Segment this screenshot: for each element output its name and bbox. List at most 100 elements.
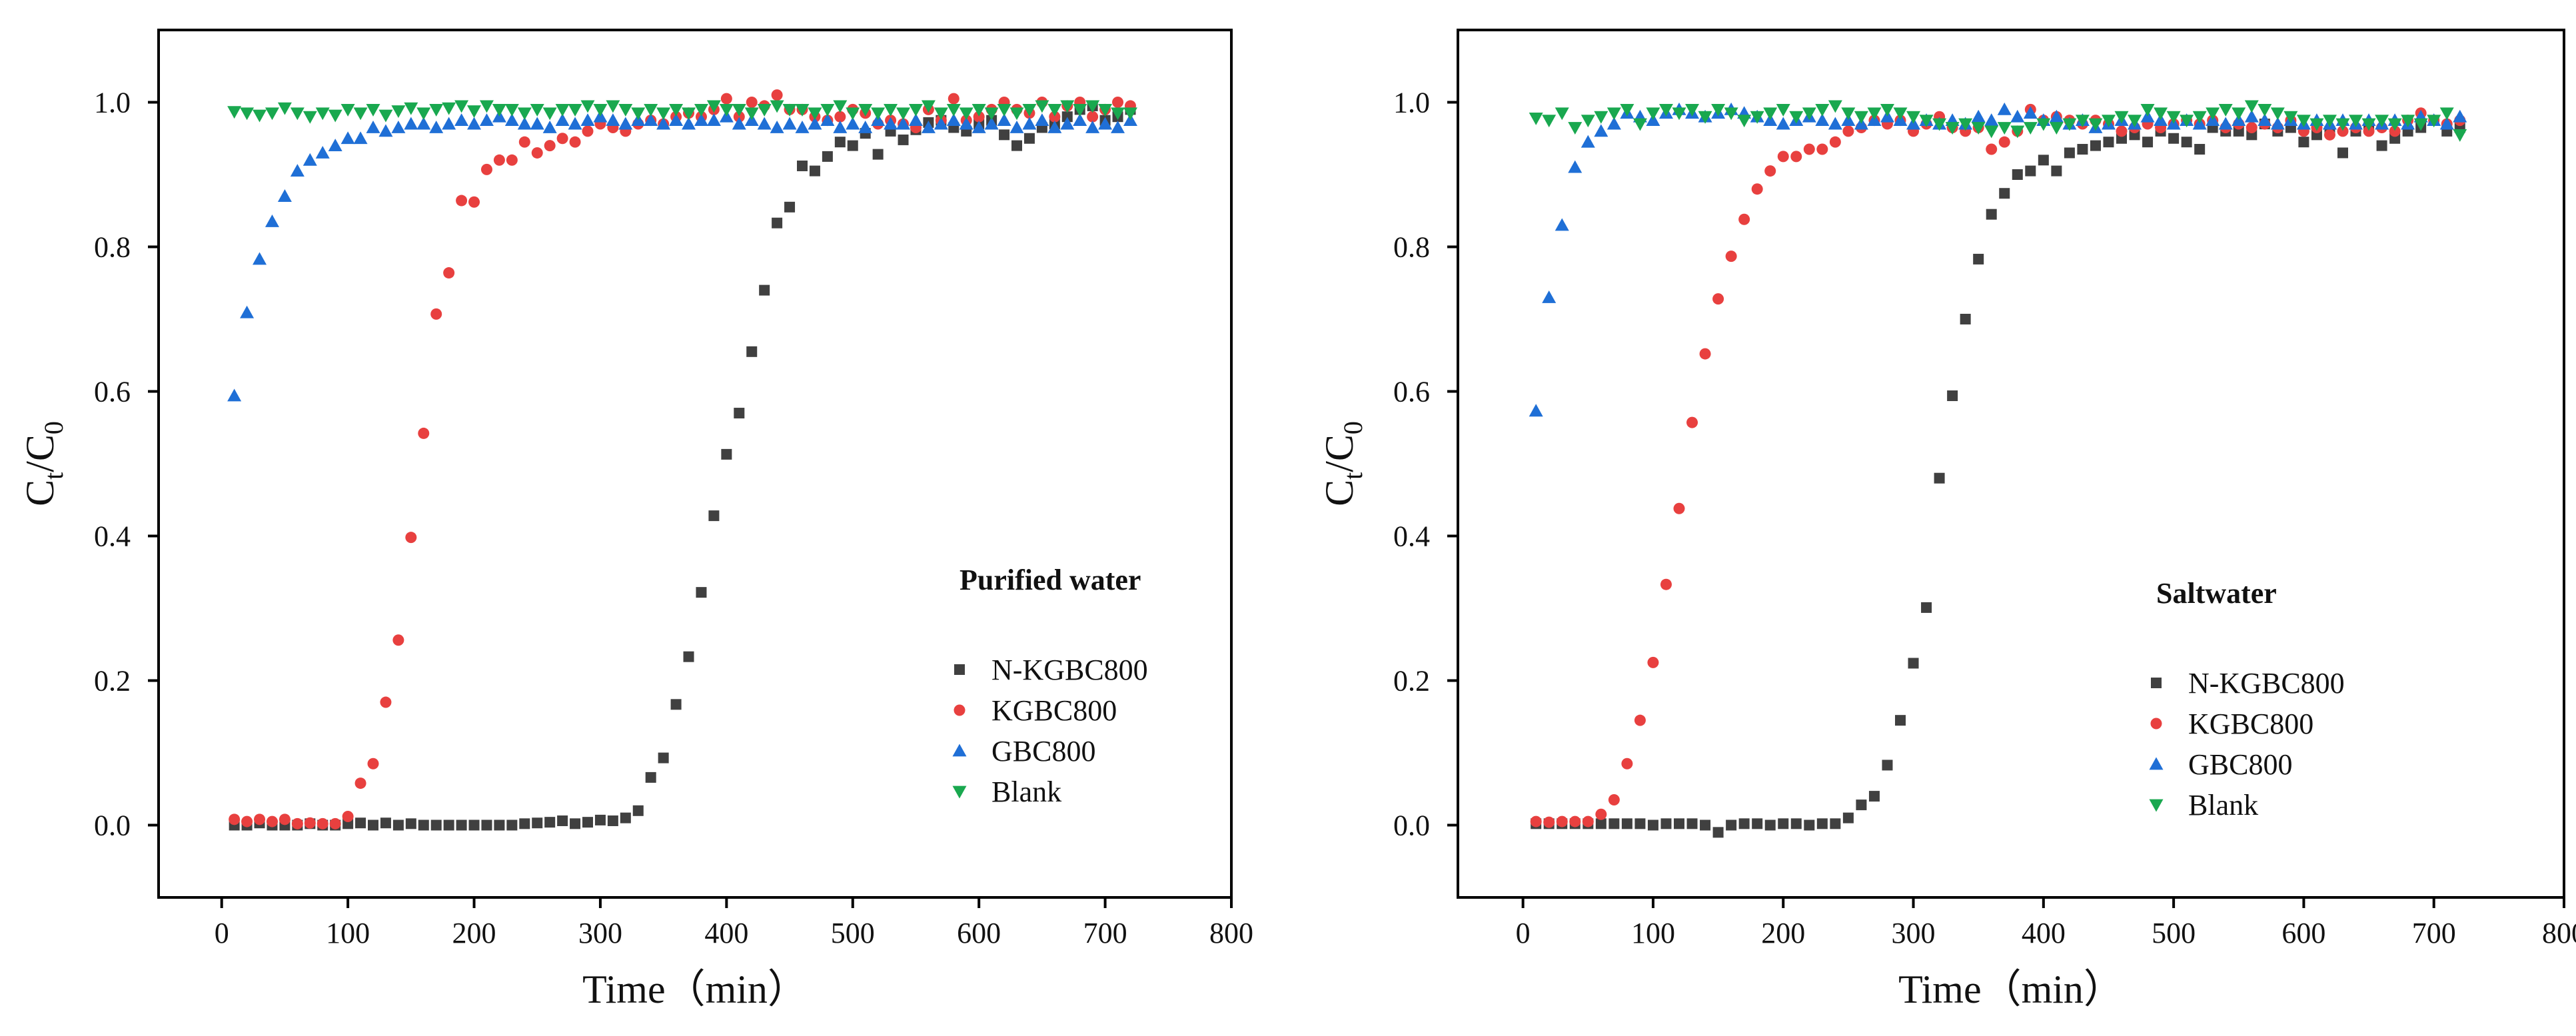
data-point: [532, 817, 543, 829]
data-point: [404, 117, 418, 130]
data-point: [1607, 117, 1621, 130]
data-point: [266, 815, 278, 827]
y-axis-title: Ct/C0: [18, 421, 69, 506]
data-point: [2206, 107, 2220, 121]
data-point: [1646, 107, 1660, 121]
data-point: [290, 164, 305, 177]
data-point: [2049, 109, 2064, 123]
data-point: [959, 107, 973, 121]
data-point: [542, 107, 557, 121]
data-point: [1738, 818, 1750, 829]
data-point: [1738, 213, 1750, 225]
data-point: [443, 819, 454, 831]
data-point: [1686, 416, 1698, 428]
data-point: [2103, 137, 2114, 148]
data-point: [380, 817, 391, 829]
data-point: [896, 117, 911, 130]
legend-label: GBC800: [2188, 748, 2292, 781]
data-point: [2439, 107, 2454, 121]
data-point: [2309, 118, 2324, 131]
data-point: [2270, 107, 2285, 121]
data-point: [921, 100, 936, 113]
data-point: [2401, 115, 2415, 128]
data-point: [934, 117, 948, 130]
data-point: [669, 103, 684, 117]
y-tick-label: 0.6: [1393, 376, 1430, 408]
x-tick-label: 0: [215, 917, 229, 949]
data-point: [1856, 799, 1867, 811]
data-point: [2181, 137, 2192, 148]
data-point: [846, 107, 860, 121]
data-point: [1815, 103, 1830, 117]
data-point: [2090, 140, 2101, 151]
data-point: [1542, 115, 1557, 128]
data-point: [946, 103, 961, 117]
data-point: [984, 107, 999, 121]
data-point: [2335, 118, 2350, 131]
data-point: [1098, 117, 1113, 130]
data-point: [568, 117, 582, 130]
data-point: [1712, 293, 1724, 305]
data-point: [315, 107, 330, 121]
data-point: [2257, 103, 2272, 117]
data-point: [1802, 107, 1816, 121]
legend-marker: [952, 785, 967, 799]
data-point: [1556, 815, 1568, 827]
data-point: [2270, 117, 2285, 130]
data-point: [544, 817, 556, 828]
data-point: [1999, 188, 2010, 199]
data-point: [770, 100, 784, 113]
data-point: [2298, 137, 2309, 148]
data-point: [1660, 818, 1672, 829]
data-point: [1621, 758, 1633, 770]
series-KGBC800: [1530, 103, 2466, 828]
data-point: [2453, 129, 2467, 142]
legend-label: Blank: [2188, 789, 2258, 821]
data-point: [1686, 818, 1698, 829]
data-point: [1647, 819, 1658, 831]
data-point: [506, 154, 518, 166]
data-point: [1842, 125, 1854, 137]
data-point: [1816, 818, 1828, 829]
data-point: [1777, 151, 1789, 163]
data-point: [290, 107, 305, 121]
data-point: [2012, 169, 2023, 180]
data-point: [757, 103, 772, 117]
data-point: [720, 93, 732, 105]
data-point: [240, 305, 255, 318]
data-point: [2010, 109, 2025, 123]
data-point: [2376, 140, 2387, 151]
data-point: [721, 448, 732, 460]
data-point: [948, 93, 960, 105]
data-point: [606, 113, 620, 127]
data-point: [340, 103, 355, 117]
data-point: [593, 103, 608, 117]
data-point: [1998, 136, 2010, 148]
data-point: [1023, 133, 1035, 144]
data-point: [772, 217, 783, 229]
data-point: [1699, 348, 1711, 360]
data-point: [353, 107, 368, 121]
data-point: [682, 117, 696, 130]
legend-label: KGBC800: [991, 694, 1117, 727]
data-point: [784, 201, 796, 213]
series-Blank: [227, 100, 1137, 124]
data-point: [1726, 819, 1737, 831]
x-tick-label: 500: [831, 917, 875, 949]
data-point: [644, 113, 658, 127]
data-point: [959, 117, 973, 130]
data-point: [1751, 183, 1763, 195]
data-point: [504, 103, 519, 117]
data-point: [795, 103, 810, 117]
data-point: [656, 107, 671, 121]
data-point: [2375, 115, 2389, 128]
data-point: [631, 107, 646, 121]
data-point: [833, 100, 848, 113]
data-point: [544, 140, 556, 152]
data-point: [1830, 818, 1841, 829]
legend-marker: [2149, 799, 2164, 812]
data-point: [1816, 143, 1828, 155]
data-point: [782, 117, 797, 130]
data-point: [708, 510, 720, 522]
